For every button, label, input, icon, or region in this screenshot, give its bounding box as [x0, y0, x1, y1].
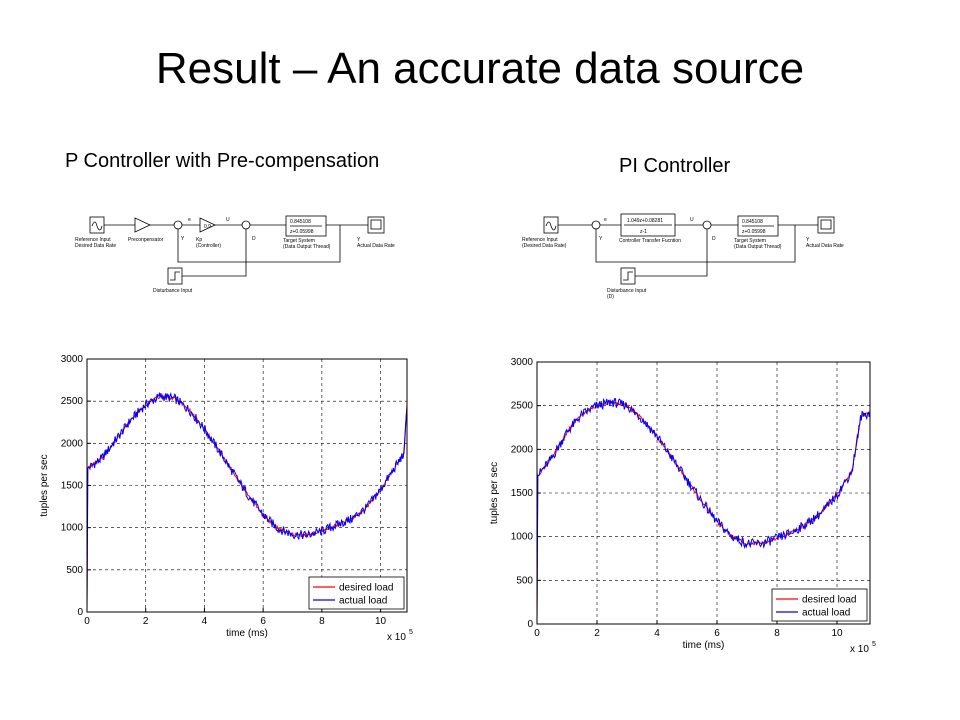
x-tick-label: 4 [654, 628, 660, 639]
x-tick-label: 4 [202, 616, 208, 627]
y-tick-label: 0 [77, 607, 83, 618]
x-tick-label: 2 [143, 616, 149, 627]
right-output-label: Y Actual Data Rate [806, 237, 844, 249]
y-tick-label: 500 [66, 565, 83, 576]
x-axis-exponent: 5 [409, 629, 413, 636]
y-tick-label: 2000 [511, 444, 534, 455]
x-tick-label: 6 [714, 628, 720, 639]
left-gain: 0.9 [204, 224, 211, 230]
x-tick-label: 2 [594, 628, 600, 639]
left-sig-y: Y [181, 236, 185, 242]
right-sig-e: e [604, 217, 607, 223]
left-sig-e: e [188, 217, 191, 223]
series-line-actual-load [86, 391, 408, 613]
right-sig-d: D [712, 236, 716, 242]
left-tf-num: 0.845108 [290, 219, 311, 225]
series-line-actual-load [536, 397, 871, 625]
left-sig-d: D [252, 236, 256, 242]
slide-title: Result – An accurate data source [155, 44, 805, 93]
left-ref-label: Reference Input Desired Data Rate [75, 237, 116, 249]
x-tick-label: 6 [260, 616, 266, 627]
right-target-label: Target System (Data Output Thread) [734, 238, 782, 250]
y-tick-label: 2000 [61, 438, 84, 449]
right-disturbance-label: Disturbance Input (D) [607, 288, 647, 300]
y-tick-label: 0 [527, 619, 533, 630]
left-output-label: Y Actual Data Rate [357, 237, 395, 249]
left-target-label: Target System (Data Output Thread) [283, 238, 331, 250]
series-line-desired-load [86, 394, 408, 613]
x-tick-label: 10 [831, 628, 843, 639]
x-axis-multiplier: x 10 [387, 632, 406, 643]
legend-box [771, 588, 868, 622]
right-subtitle: PI Controller [619, 155, 731, 177]
left-tf-den: z+0.05998 [290, 229, 314, 235]
y-tick-label: 2500 [511, 401, 534, 412]
right-ctrl-den: z-1 [640, 229, 647, 235]
y-tick-label: 1000 [61, 523, 84, 534]
right-sig-u: U [690, 217, 694, 223]
x-axis-multiplier: x 10 [850, 644, 869, 655]
right-ref-label: Reference Input (Desired Data Rate) [522, 237, 567, 249]
y-axis-label: tuples per sec [39, 454, 50, 516]
right-sig-y: Y [599, 236, 603, 242]
left-sig-u: U [226, 217, 230, 223]
legend-box [308, 576, 405, 610]
right-ctrl-label: Controller Transfer Fucntion [619, 238, 681, 244]
legend-label-actual-load: actual load [802, 608, 850, 619]
y-tick-label: 3000 [61, 354, 84, 365]
x-axis-label: time (ms) [226, 628, 268, 639]
y-tick-label: 1000 [511, 532, 534, 543]
y-tick-label: 1500 [511, 488, 534, 499]
series-line-desired-load [536, 399, 871, 625]
legend-label-desired-load: desired load [339, 583, 393, 594]
y-tick-label: 1500 [61, 481, 84, 492]
left-subtitle: P Controller with Pre-compensation [65, 150, 380, 172]
right-ctrl-num: 1.049z+0.08281 [627, 218, 663, 224]
left-controller-label: Kp (Controller) [196, 237, 221, 249]
x-tick-label: 8 [319, 616, 325, 627]
x-tick-label: 8 [774, 628, 780, 639]
left-precomp-label: Preconpensator [128, 237, 164, 243]
legend-label-actual-load: actual load [339, 596, 387, 607]
x-axis-label: time (ms) [683, 640, 725, 651]
right-tf-den: z+0.05998 [742, 229, 766, 235]
left-disturbance-label: Disturbance Input [153, 288, 193, 294]
plot-frame [536, 361, 871, 625]
y-tick-label: 2500 [61, 396, 84, 407]
x-tick-label: 0 [534, 628, 540, 639]
x-tick-label: 0 [84, 616, 90, 627]
y-axis-label: tuples per sec [489, 462, 500, 524]
y-tick-label: 500 [516, 575, 533, 586]
x-tick-label: 10 [375, 616, 387, 627]
y-tick-label: 3000 [511, 357, 534, 368]
plot-frame [86, 358, 408, 613]
legend-label-desired-load: desired load [802, 595, 856, 606]
right-tf-num: 0.845108 [742, 219, 763, 225]
x-axis-exponent: 5 [872, 641, 876, 648]
